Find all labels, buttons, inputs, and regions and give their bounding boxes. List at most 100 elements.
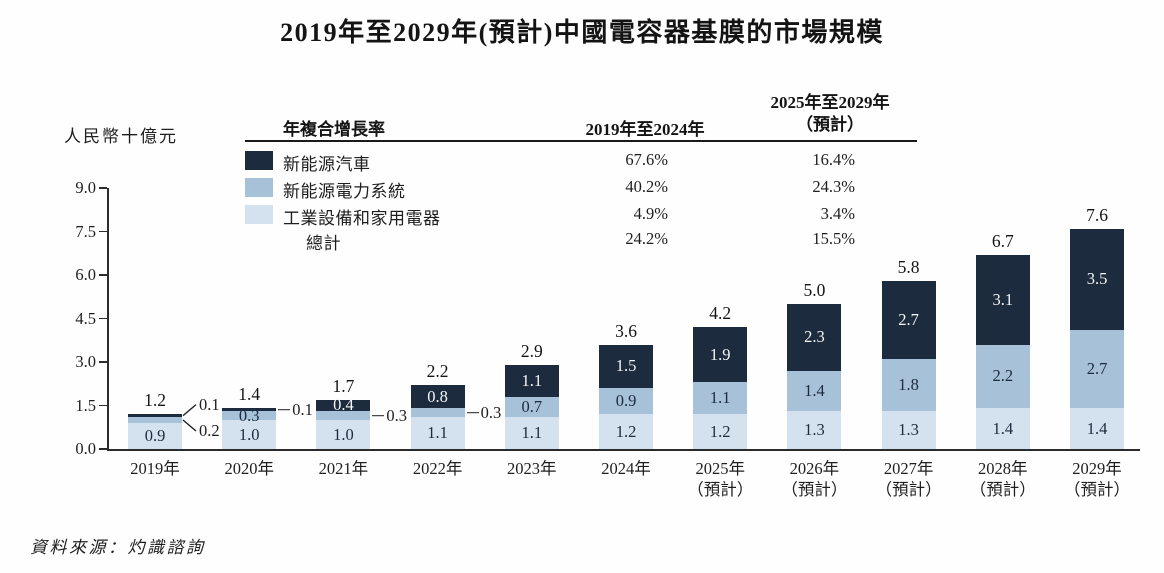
segment-value-label: 1.0: [238, 424, 260, 444]
cagr-col2-header-line2: （預計）: [796, 115, 864, 134]
callout-dash-line: [372, 414, 385, 417]
segment-value-label: 2.3: [804, 327, 825, 347]
x-axis-label: 2019年: [130, 459, 180, 478]
cagr-col1-header: 2019年至2024年: [585, 120, 705, 139]
segment-value-label: 1.4: [992, 418, 1014, 438]
segment-value-label: 1.0: [333, 424, 354, 444]
y-tick-mark: [99, 274, 107, 276]
bar-segment-mid: [128, 417, 182, 423]
x-axis-label: 2020年: [224, 459, 274, 478]
bar-segment-light: 1.4: [975, 408, 1030, 449]
bar-segment-dark: 1.5: [599, 344, 653, 389]
cagr-value-2025-2029: 24.3%: [812, 177, 855, 196]
bar-segment-light: 1.3: [787, 411, 842, 449]
bar-segment-light: 1.1: [410, 417, 465, 449]
bar-segment-light: 1.2: [599, 414, 653, 449]
bar-segment-mid: [410, 408, 465, 418]
y-tick-mark: [99, 361, 107, 363]
callout-dash-line: [466, 411, 479, 414]
bar-total-label: 5.8: [897, 256, 920, 277]
source-note: 資料來源：灼識諮詢: [30, 538, 206, 557]
bar-total-label: 1.7: [332, 375, 355, 396]
y-tick-mark: [99, 448, 107, 450]
callout-connector: [182, 419, 197, 432]
table-header-rule: [245, 140, 917, 142]
segment-value-label: 0.9: [144, 425, 166, 445]
bar-segment-dark: 3.1: [975, 254, 1030, 345]
segment-callout-label: 0.3: [386, 405, 408, 425]
bar-total-label: 1.2: [144, 390, 166, 411]
bar-segment-dark: 2.3: [787, 304, 842, 371]
bar-segment-dark: 1.9: [693, 327, 748, 383]
segment-callout-label: 0.1: [292, 399, 313, 419]
segment-value-label: 1.2: [615, 421, 637, 441]
segment-callout-label: 0.3: [480, 402, 502, 422]
cagr-value-2025-2029: 3.4%: [820, 204, 855, 223]
bar-segment-light: 1.3: [881, 411, 936, 449]
bar-total-label: 1.4: [238, 384, 261, 405]
bar-segment-dark: [128, 414, 182, 418]
x-axis-line: [107, 449, 1140, 451]
bar-segment-mid: 1.1: [693, 382, 748, 415]
bar-total-label: 7.6: [1086, 204, 1108, 225]
y-axis-unit-label: 人民幣十億元: [64, 127, 178, 146]
segment-value-label: 1.1: [521, 423, 543, 443]
y-tick-label: 3.0: [75, 352, 96, 371]
cagr-value-2019-2024: 40.2%: [625, 177, 668, 196]
segment-value-label: 2.2: [992, 366, 1014, 386]
bar-segment-dark: 1.1: [504, 364, 559, 397]
callout-dash-line: [278, 409, 291, 411]
segment-value-label: 1.3: [804, 420, 825, 440]
y-tick-mark: [99, 404, 107, 407]
y-axis-line: [107, 188, 109, 449]
cagr-col2-header: 2025年至2029年 （預計）: [742, 92, 918, 136]
bar-segment-mid: 2.2: [975, 344, 1030, 409]
segment-value-label: 0.9: [615, 391, 637, 411]
segment-value-label: 1.1: [709, 388, 731, 408]
bar-total-label: 2.9: [520, 340, 543, 361]
x-axis-label: 2029年 （預計）: [1064, 459, 1130, 499]
bar-segment-mid: 0.3: [222, 407, 277, 423]
segment-value-label: 2.7: [898, 309, 919, 329]
segment-callout-label: 0.1: [199, 394, 220, 414]
x-axis-label: 2028年 （預計）: [969, 459, 1036, 499]
x-axis-label: 2025年 （預計）: [687, 459, 754, 499]
bar-segment-light: 1.0: [222, 420, 277, 449]
cagr-value-2025-2029: 16.4%: [812, 150, 855, 169]
y-tick-label: 4.5: [75, 308, 96, 328]
y-tick-mark: [99, 317, 107, 320]
x-axis-label: 2022年: [412, 459, 463, 478]
cagr-value-2019-2024: 67.6%: [625, 150, 668, 169]
y-tick-mark: [99, 187, 107, 189]
bar-segment-dark: [222, 408, 277, 412]
legend-label: 新能源汽車: [283, 155, 371, 174]
segment-value-label: 1.8: [898, 375, 919, 395]
bar-segment-light: 0.9: [128, 422, 182, 449]
segment-value-label: 2.7: [1086, 359, 1108, 379]
bar-segment-dark: 3.5: [1070, 228, 1124, 331]
segment-value-label: 3.1: [992, 289, 1014, 309]
segment-callout-label: 0.2: [199, 421, 220, 440]
segment-value-label: 0.4: [333, 395, 354, 415]
bar-segment-mid: 0.7: [504, 396, 559, 418]
y-tick-label: 0.0: [75, 439, 96, 458]
legend-label: 新能源電力系統: [283, 182, 406, 201]
bar-segment-mid: 2.7: [1070, 330, 1124, 409]
x-axis-label: 2026年 （預計）: [781, 459, 848, 499]
bar-segment-mid: [316, 411, 371, 420]
legend-swatch-mid: [245, 178, 273, 197]
x-axis-label: 2024年: [601, 459, 651, 478]
cagr-value-2019-2024: 24.2%: [625, 229, 668, 248]
y-tick-mark: [99, 230, 107, 233]
y-tick-label: 7.5: [75, 221, 96, 241]
bar-segment-mid: 1.8: [881, 359, 936, 412]
legend-swatch-light: [245, 205, 273, 224]
x-axis-label: 2021年: [318, 459, 369, 478]
segment-value-label: 1.2: [709, 421, 731, 441]
bar-total-label: 6.7: [991, 230, 1014, 251]
segment-value-label: 1.4: [804, 380, 825, 400]
bar-total-label: 2.2: [426, 361, 449, 382]
bar-total-label: 3.6: [615, 320, 637, 341]
x-axis-label: 2023年: [507, 459, 557, 478]
